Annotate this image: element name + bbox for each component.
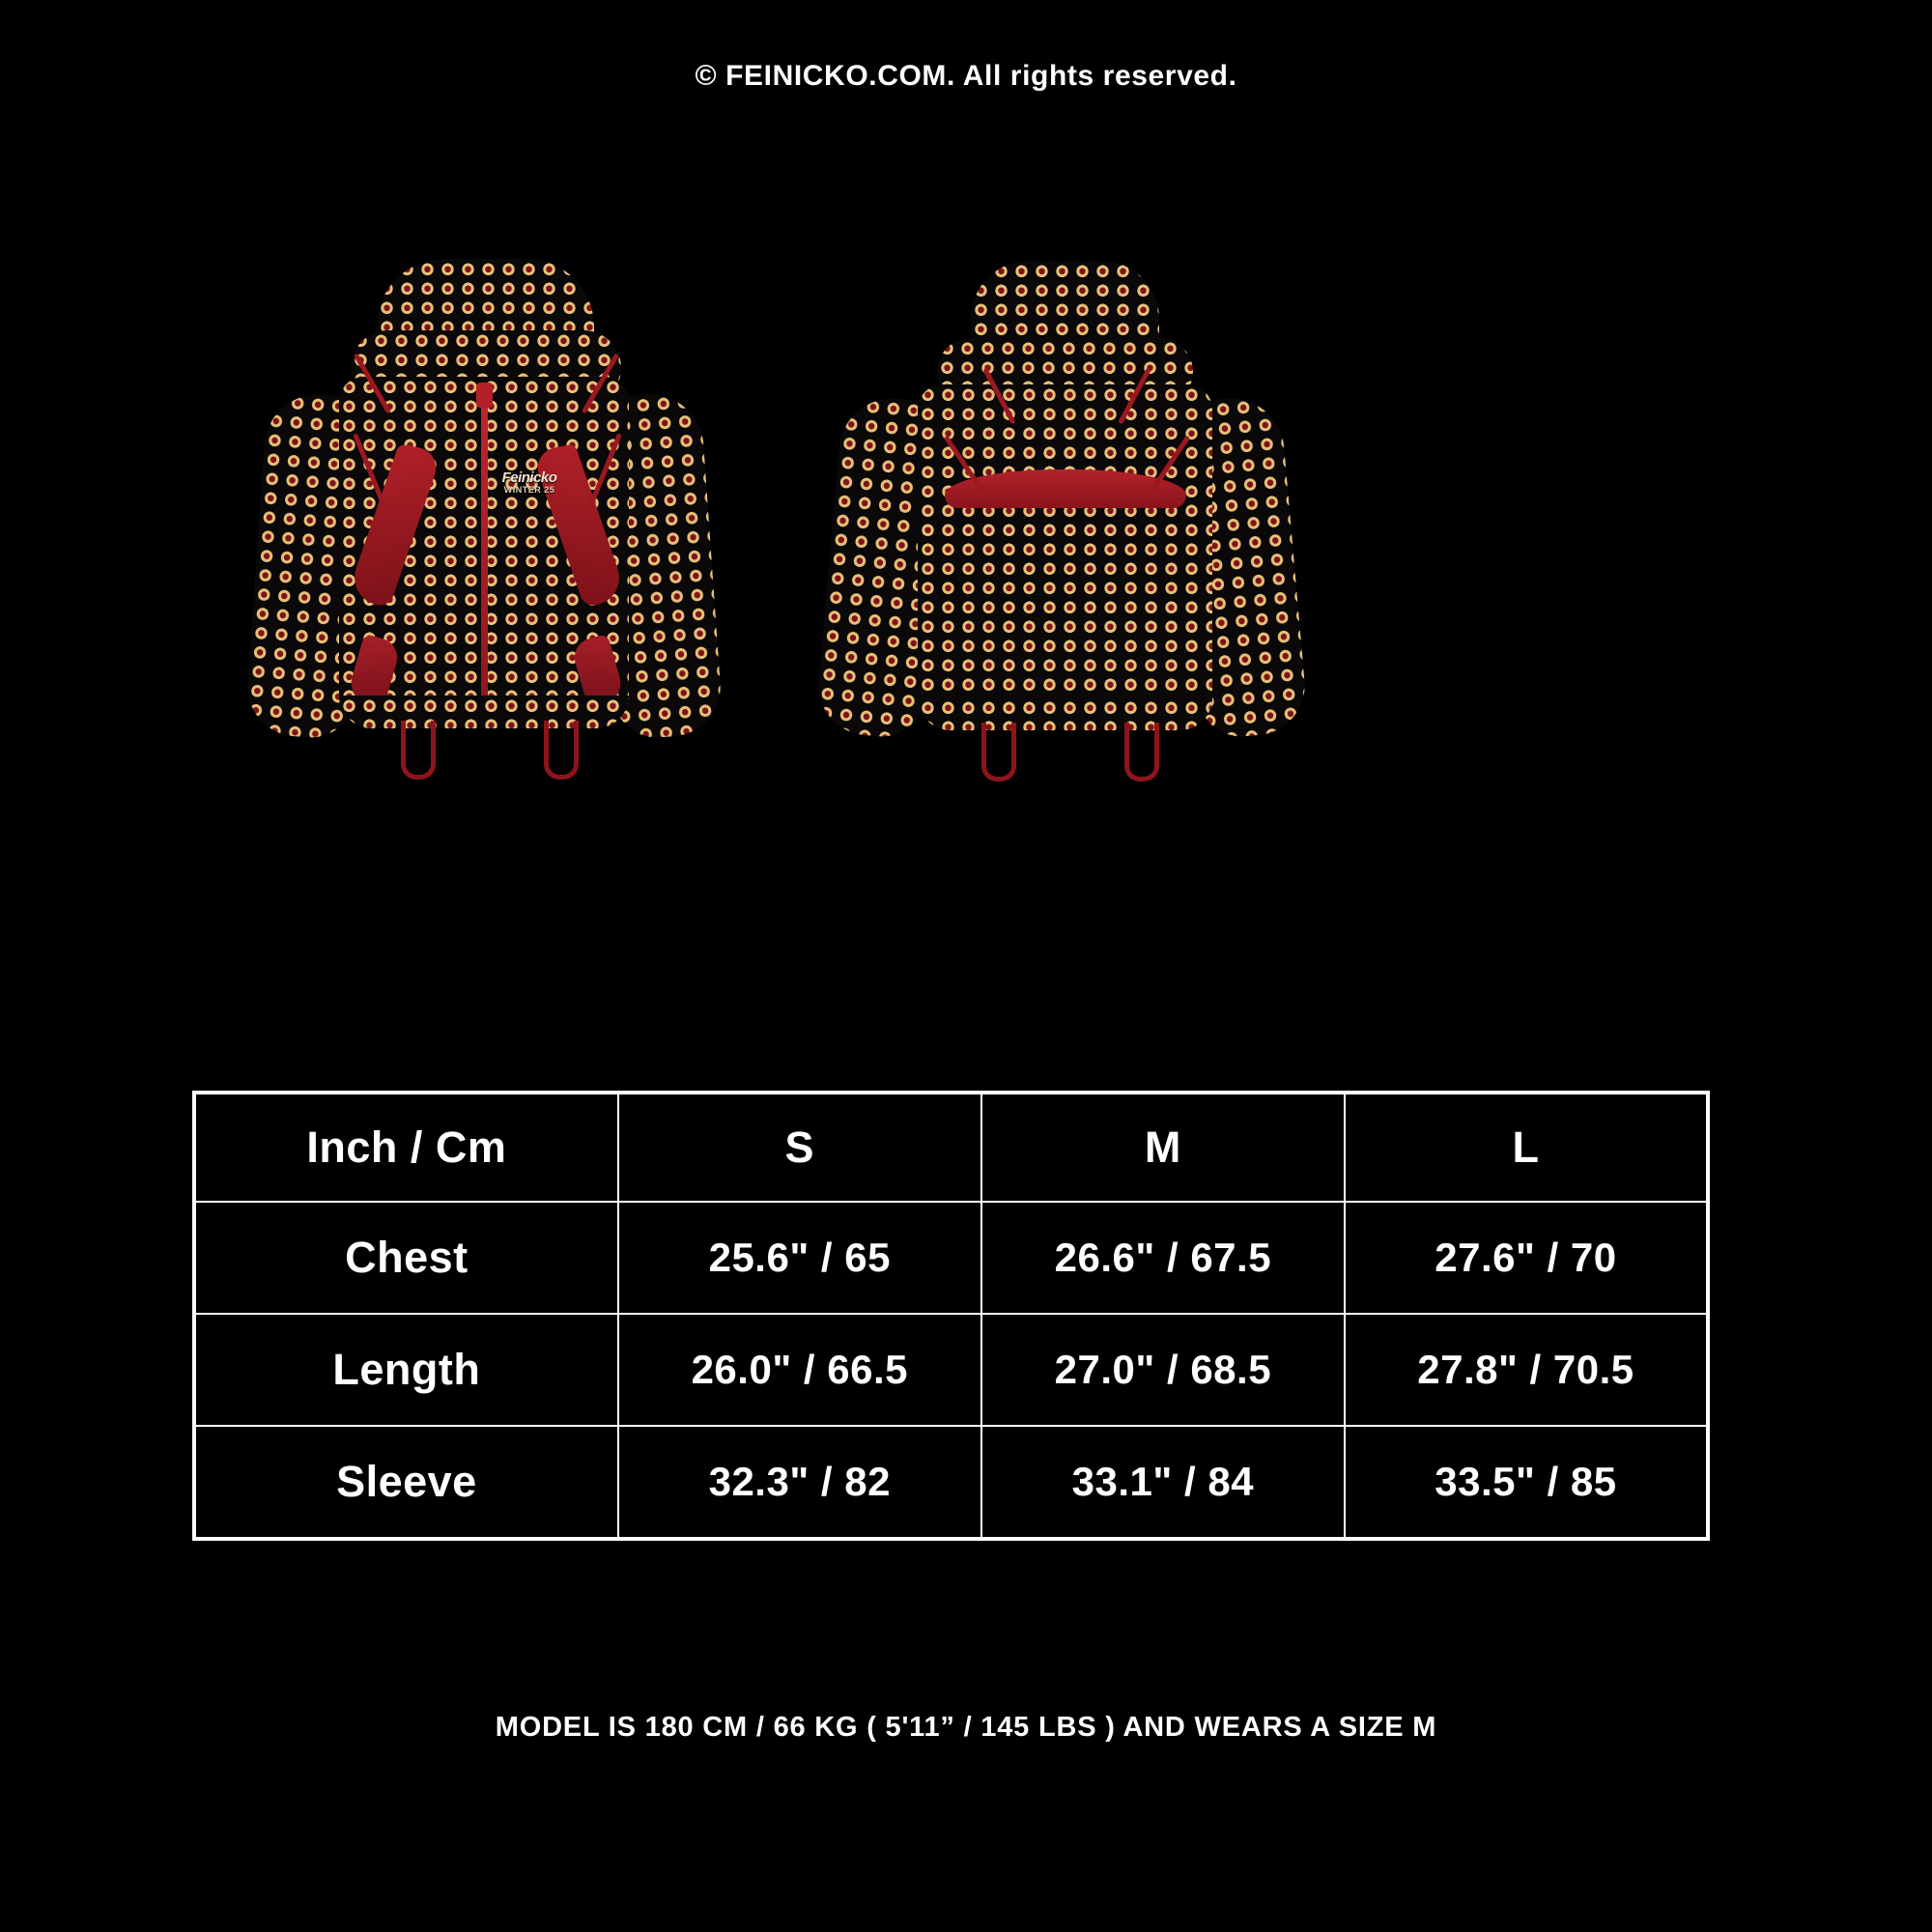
table-row: Sleeve 32.3" / 82 33.1" / 84 33.5" / 85 bbox=[193, 1425, 1710, 1540]
table-row: Chest 25.6" / 65 26.6" / 67.5 27.6" / 70 bbox=[193, 1201, 1710, 1315]
chest-logo: Feinicko WINTER 25 bbox=[486, 466, 573, 498]
row-label-length: Length bbox=[193, 1313, 619, 1427]
back-hem bbox=[918, 697, 1212, 730]
cell-length-s: 26.0" / 66.5 bbox=[616, 1313, 982, 1427]
size-chart-header-unit: Inch / Cm bbox=[193, 1092, 619, 1203]
size-chart-header-row: Inch / Cm S M L bbox=[193, 1092, 1710, 1203]
product-gallery: Feinicko WINTER 25 bbox=[0, 242, 1932, 840]
back-left-drawcord bbox=[981, 723, 1016, 781]
cell-sleeve-s: 32.3" / 82 bbox=[616, 1425, 982, 1540]
table-row: Length 26.0" / 66.5 27.0" / 68.5 27.8" /… bbox=[193, 1313, 1710, 1427]
cell-sleeve-m: 33.1" / 84 bbox=[980, 1425, 1346, 1540]
size-chart-header-m: M bbox=[980, 1092, 1346, 1203]
zipper-pull bbox=[476, 383, 493, 408]
size-chart-header-s: S bbox=[616, 1092, 982, 1203]
cell-chest-l: 27.6" / 70 bbox=[1343, 1201, 1710, 1315]
back-body bbox=[918, 384, 1212, 727]
cell-length-l: 27.8" / 70.5 bbox=[1343, 1313, 1710, 1427]
chest-logo-brand: Feinicko bbox=[501, 469, 557, 486]
copyright-notice: © FEINICKO.COM. All rights reserved. bbox=[695, 60, 1237, 92]
row-label-chest: Chest bbox=[193, 1201, 619, 1315]
jacket-back-view bbox=[773, 242, 1391, 821]
cell-chest-s: 25.6" / 65 bbox=[616, 1201, 982, 1315]
row-label-sleeve: Sleeve bbox=[193, 1425, 619, 1540]
jacket-front-view: Feinicko WINTER 25 bbox=[243, 242, 787, 821]
model-info-note: MODEL IS 180 CM / 66 KG ( 5'11” / 145 LB… bbox=[495, 1712, 1437, 1743]
cell-length-m: 27.0" / 68.5 bbox=[980, 1313, 1346, 1427]
front-hem bbox=[339, 696, 629, 728]
size-chart-header-l: L bbox=[1343, 1092, 1710, 1203]
size-chart-table: Inch / Cm S M L Chest 25.6" / 65 26.6" /… bbox=[192, 1091, 1710, 1541]
back-right-drawcord bbox=[1124, 723, 1159, 781]
front-zipper bbox=[481, 386, 488, 726]
cell-sleeve-l: 33.5" / 85 bbox=[1343, 1425, 1710, 1540]
back-red-panel bbox=[945, 469, 1186, 508]
front-right-drawcord bbox=[544, 721, 579, 780]
chest-logo-season: WINTER 25 bbox=[503, 484, 555, 495]
front-left-drawcord bbox=[401, 721, 436, 780]
cell-chest-m: 26.6" / 67.5 bbox=[980, 1201, 1346, 1315]
